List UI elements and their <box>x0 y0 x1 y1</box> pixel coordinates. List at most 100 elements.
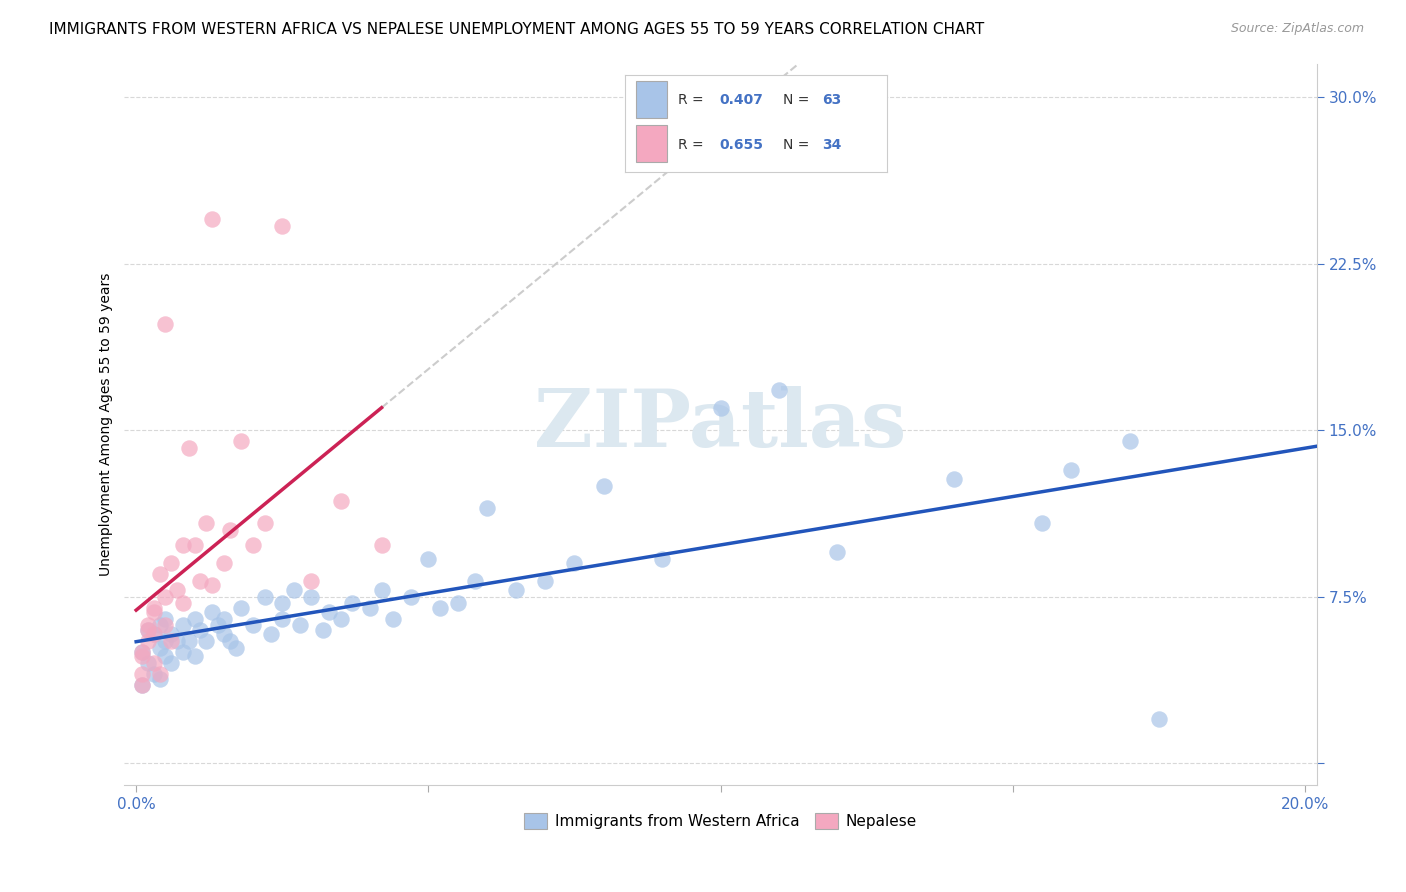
Point <box>131 649 153 664</box>
Point <box>136 623 159 637</box>
Point <box>231 600 253 615</box>
Point <box>464 574 486 588</box>
Point <box>201 578 224 592</box>
Point <box>136 633 159 648</box>
Point <box>142 627 165 641</box>
Point <box>131 678 153 692</box>
Point <box>446 596 468 610</box>
Point <box>534 574 557 588</box>
Point <box>177 441 200 455</box>
Point <box>155 612 177 626</box>
Point <box>142 667 165 681</box>
Point <box>166 582 188 597</box>
Point <box>136 623 159 637</box>
Point <box>271 612 294 626</box>
Point <box>183 539 205 553</box>
Point <box>148 618 170 632</box>
Point <box>136 618 159 632</box>
Point <box>207 618 229 632</box>
Point <box>155 590 177 604</box>
Point <box>271 596 294 610</box>
Point <box>131 645 153 659</box>
Point <box>166 633 188 648</box>
Point <box>190 623 212 637</box>
Point <box>429 600 451 615</box>
Point <box>259 627 281 641</box>
Point <box>399 590 422 604</box>
Point <box>592 478 614 492</box>
Text: Source: ZipAtlas.com: Source: ZipAtlas.com <box>1230 22 1364 36</box>
Point <box>155 633 177 648</box>
Point <box>382 612 405 626</box>
Point <box>201 605 224 619</box>
Point <box>505 582 527 597</box>
Point <box>709 401 731 415</box>
Point <box>195 633 218 648</box>
Point <box>1031 516 1053 531</box>
Point <box>370 539 392 553</box>
Point <box>329 612 352 626</box>
Point <box>212 627 235 641</box>
Point <box>172 596 194 610</box>
Point <box>160 556 183 570</box>
Point <box>218 633 240 648</box>
Point <box>155 649 177 664</box>
Point <box>160 627 183 641</box>
Point <box>148 567 170 582</box>
Point <box>1060 463 1083 477</box>
Point <box>142 605 165 619</box>
Point <box>131 667 153 681</box>
Point <box>768 383 790 397</box>
Point <box>160 656 183 670</box>
Point <box>318 605 340 619</box>
Point <box>155 317 177 331</box>
Point <box>218 523 240 537</box>
Point <box>201 212 224 227</box>
Point <box>564 556 586 570</box>
Point <box>177 633 200 648</box>
Point <box>212 556 235 570</box>
Point <box>475 500 498 515</box>
Point <box>172 618 194 632</box>
Point <box>1147 712 1170 726</box>
Point <box>370 582 392 597</box>
Legend: Immigrants from Western Africa, Nepalese: Immigrants from Western Africa, Nepalese <box>519 807 922 835</box>
Y-axis label: Unemployment Among Ages 55 to 59 years: Unemployment Among Ages 55 to 59 years <box>100 273 114 576</box>
Point <box>160 633 183 648</box>
Text: ZIPatlas: ZIPatlas <box>534 385 907 464</box>
Point <box>1118 434 1140 449</box>
Point <box>155 618 177 632</box>
Point <box>342 596 364 610</box>
Point <box>651 551 673 566</box>
Point <box>212 612 235 626</box>
Point <box>288 618 311 632</box>
Point <box>183 649 205 664</box>
Point <box>148 667 170 681</box>
Point <box>312 623 335 637</box>
Point <box>301 590 323 604</box>
Point <box>190 574 212 588</box>
Point <box>271 219 294 233</box>
Point <box>242 539 264 553</box>
Point <box>148 672 170 686</box>
Point <box>231 434 253 449</box>
Point <box>195 516 218 531</box>
Point <box>148 640 170 655</box>
Text: IMMIGRANTS FROM WESTERN AFRICA VS NEPALESE UNEMPLOYMENT AMONG AGES 55 TO 59 YEAR: IMMIGRANTS FROM WESTERN AFRICA VS NEPALE… <box>49 22 984 37</box>
Point <box>172 645 194 659</box>
Point <box>329 494 352 508</box>
Point <box>131 645 153 659</box>
Point <box>172 539 194 553</box>
Point <box>301 574 323 588</box>
Point <box>418 551 440 566</box>
Point <box>131 678 153 692</box>
Point <box>225 640 247 655</box>
Point <box>142 656 165 670</box>
Point <box>183 612 205 626</box>
Point <box>142 600 165 615</box>
Point <box>827 545 849 559</box>
Point <box>253 590 276 604</box>
Point <box>253 516 276 531</box>
Point <box>142 627 165 641</box>
Point <box>943 472 966 486</box>
